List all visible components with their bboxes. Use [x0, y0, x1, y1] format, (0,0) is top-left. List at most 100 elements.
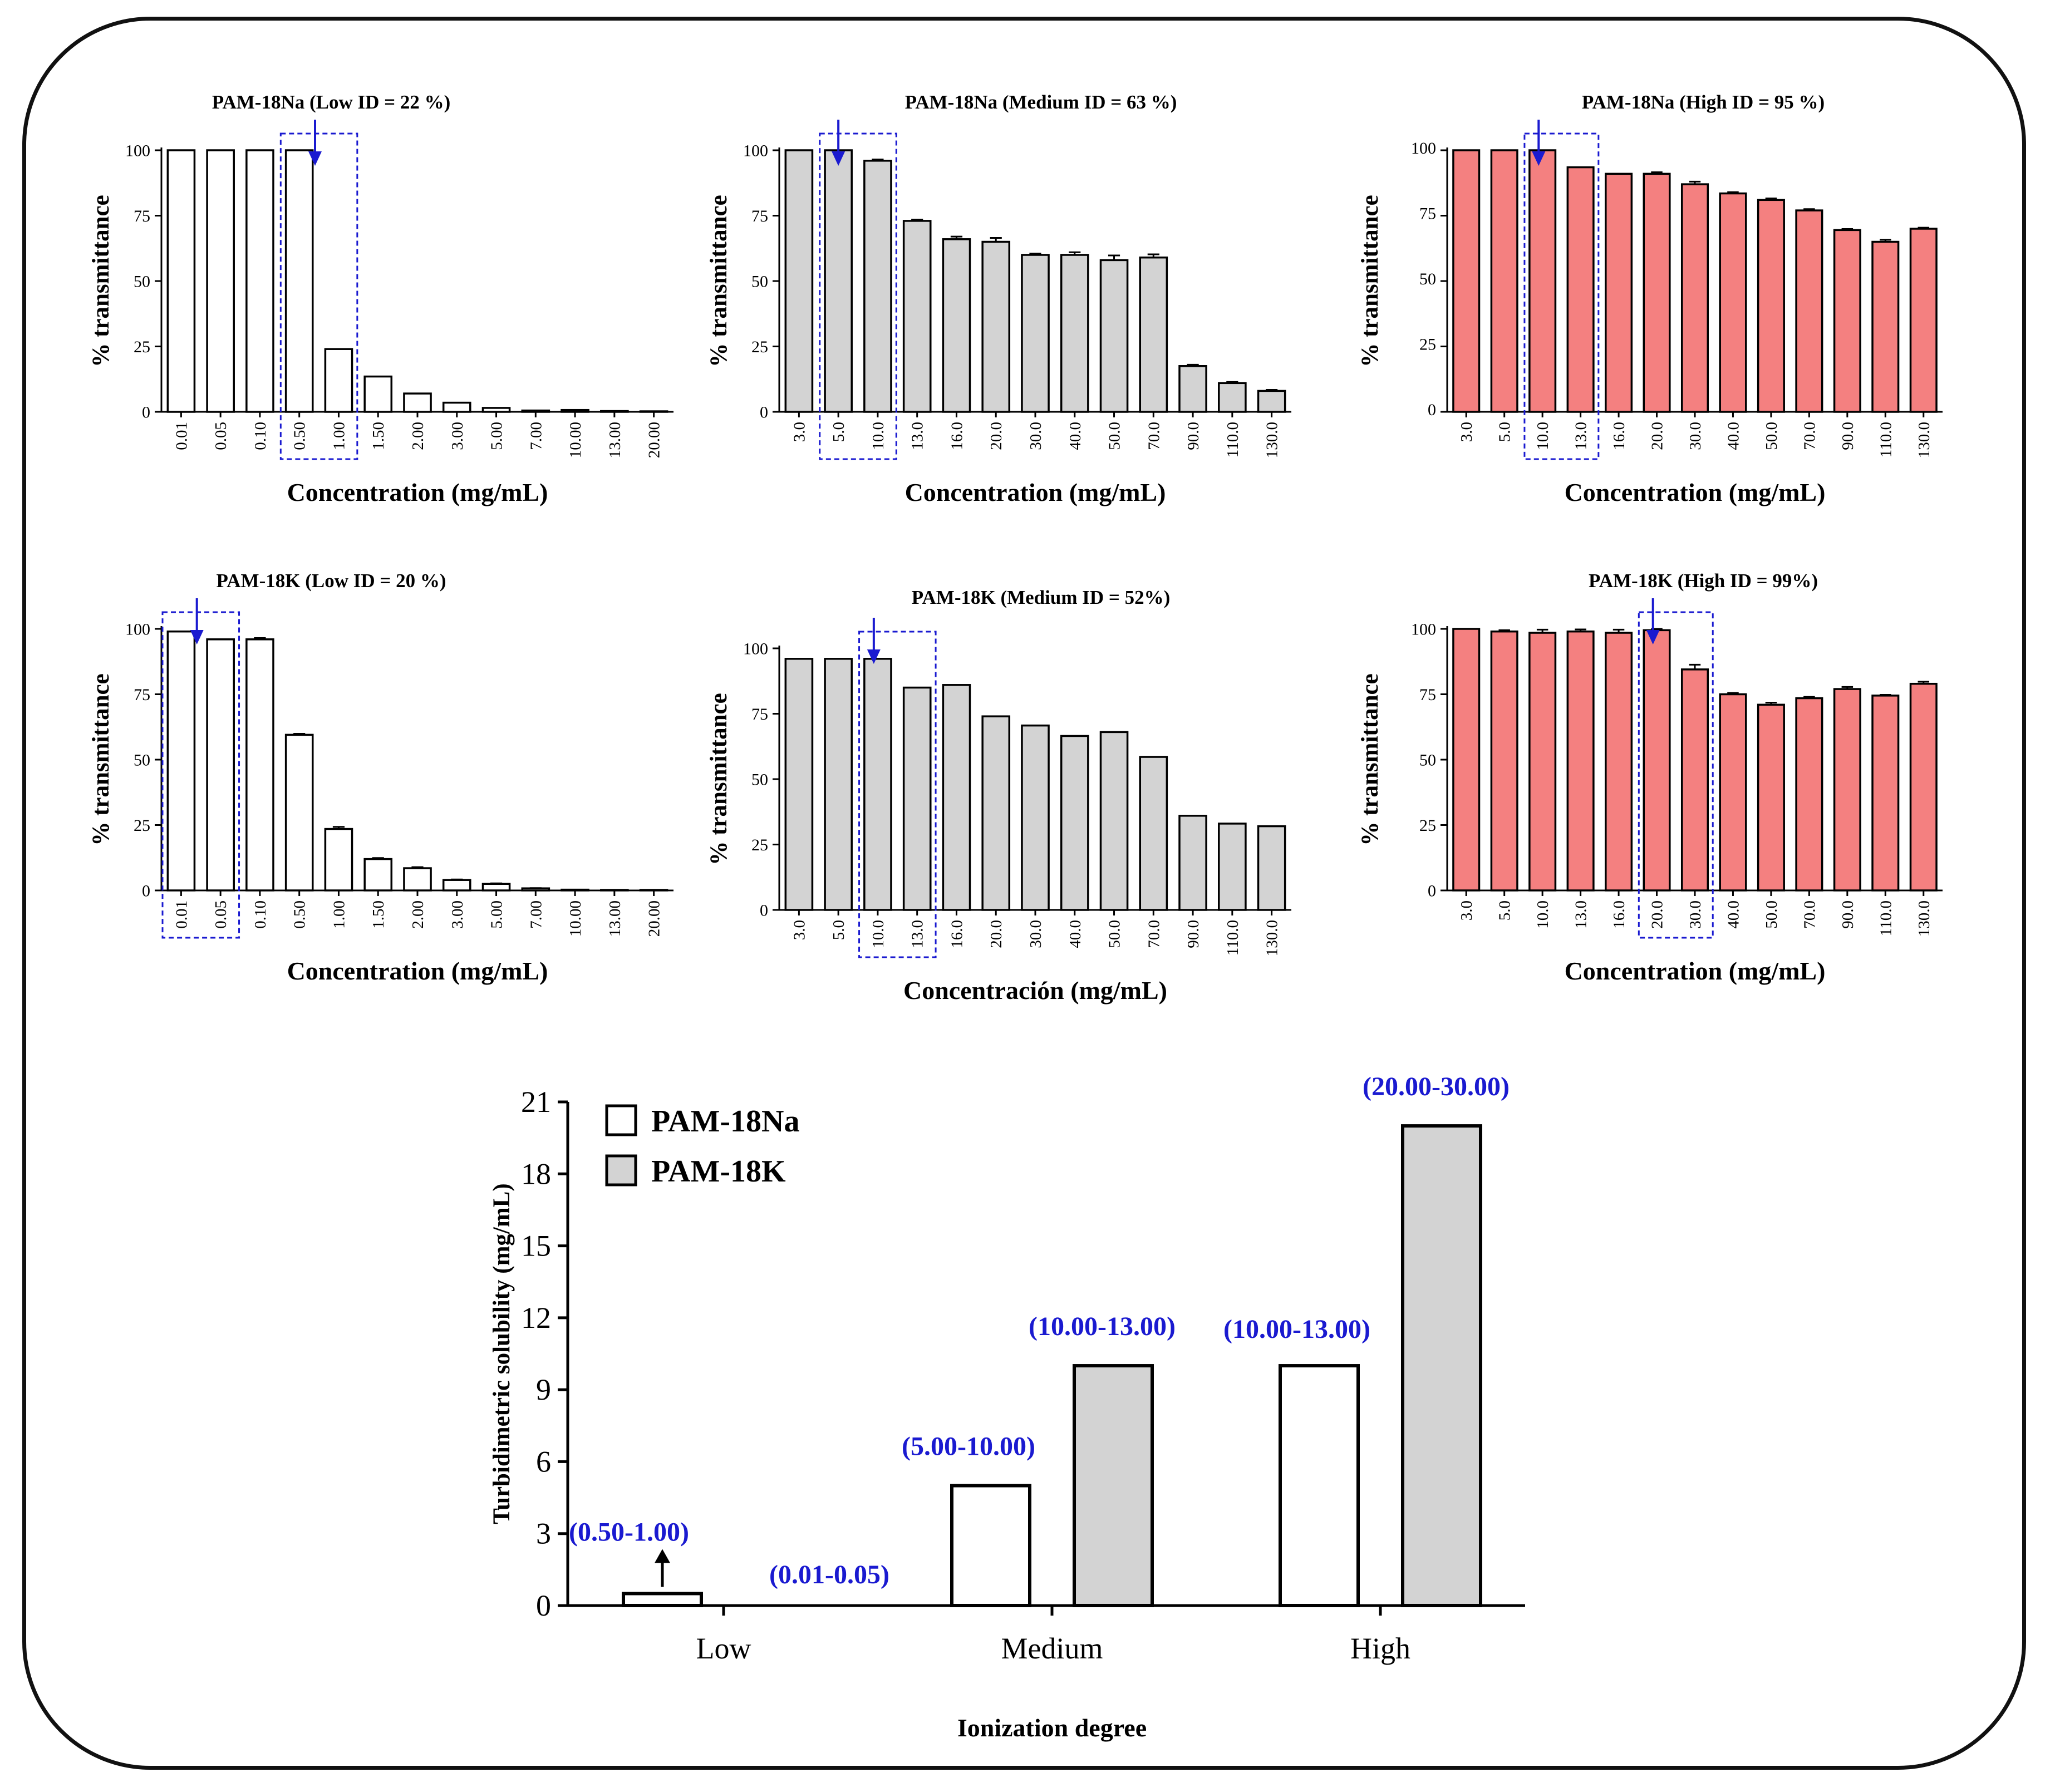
bar — [981, 240, 1011, 413]
x-tick-label: 0.10 — [252, 900, 269, 929]
chart-title: PAM-18K (Low ID = 20 %) — [217, 570, 446, 592]
x-tick-label: 0.05 — [212, 422, 230, 450]
x-tick-label: 0.50 — [291, 422, 309, 450]
bar — [1680, 183, 1709, 413]
x-tick-label: 70.0 — [1145, 422, 1163, 450]
bar — [942, 684, 971, 911]
x-tick-label: 10.0 — [869, 422, 887, 450]
y-tick-label: 100 — [125, 621, 150, 639]
x-tick-label: 1.00 — [330, 900, 348, 929]
bar — [363, 858, 393, 892]
x-tick-label: 3.0 — [1458, 900, 1476, 920]
bar — [1795, 209, 1823, 413]
x-tick-label: 70.0 — [1801, 900, 1818, 929]
bar — [863, 658, 892, 911]
x-axis-label: Concentration (mg/mL) — [287, 478, 548, 506]
x-tick-label: 13.0 — [1572, 422, 1590, 450]
range-annotation: (0.01-0.05) — [769, 1560, 889, 1589]
y-tick-label: 25 — [134, 338, 150, 356]
y-tick-label: 6 — [536, 1445, 551, 1478]
y-tick-label: 25 — [1419, 816, 1436, 835]
legend-label: PAM-18K — [651, 1154, 786, 1189]
bar — [561, 408, 589, 413]
chart-pam18k-high: PAM-18K (High ID = 99%) % transmittance Co… — [1357, 570, 1943, 985]
bar — [863, 160, 892, 413]
bar-pam-18na — [950, 1484, 1031, 1607]
x-tick-label: 16.0 — [1610, 422, 1628, 450]
x-tick-label: 110.0 — [1877, 900, 1895, 936]
y-tick-label: 25 — [751, 338, 768, 356]
x-tick-label: 130.0 — [1264, 422, 1281, 458]
bar — [284, 733, 314, 892]
bar — [403, 867, 432, 892]
bar — [1099, 259, 1129, 413]
bar — [166, 149, 196, 413]
bar — [1833, 688, 1861, 892]
x-tick-label: High — [1350, 1632, 1410, 1665]
bar — [1257, 390, 1286, 413]
range-annotation: (5.00-10.00) — [902, 1432, 1035, 1461]
bar — [1218, 382, 1247, 413]
bar — [206, 638, 235, 892]
x-axis-label: Concentration (mg/mL) — [287, 957, 548, 985]
x-tick-label: 5.0 — [1496, 900, 1514, 920]
y-tick-label: 100 — [743, 640, 768, 658]
y-tick-label: 75 — [1419, 204, 1436, 223]
y-tick-label: 25 — [751, 836, 768, 854]
bar-pam-18k — [1073, 1364, 1154, 1607]
y-tick-label: 50 — [1419, 270, 1436, 288]
bar — [324, 828, 353, 892]
bar — [1605, 173, 1633, 413]
bar — [245, 638, 274, 892]
arrow-head — [190, 630, 204, 644]
bar — [902, 686, 932, 911]
range-annotation: (0.50-1.00) — [569, 1517, 689, 1547]
x-tick-label: 16.0 — [948, 920, 966, 948]
x-tick-label: 3.0 — [790, 920, 808, 940]
bar — [1757, 199, 1785, 413]
arrow-head — [832, 151, 845, 166]
bar — [1909, 682, 1938, 892]
chart-pam18na-high: PAM-18Na (High ID = 95 %) % transmittance… — [1357, 91, 1943, 506]
x-axis-label: Concentration (mg/mL) — [905, 478, 1166, 506]
bar — [1452, 628, 1481, 892]
bar — [1566, 630, 1595, 892]
chart-title: PAM-18K (Medium ID = 52%) — [912, 587, 1171, 608]
x-tick-label: 10.0 — [1534, 900, 1552, 929]
x-tick-label: 90.0 — [1839, 900, 1857, 929]
bar-pam-18na — [1279, 1364, 1360, 1607]
x-tick-label: 20.0 — [987, 920, 1005, 948]
y-tick-label: 0 — [760, 902, 768, 920]
y-tick-label: 18 — [521, 1157, 551, 1190]
y-tick-label: 100 — [1411, 621, 1436, 639]
y-tick-label: 0 — [536, 1589, 551, 1622]
x-axis-label: Concentración (mg/mL) — [903, 976, 1167, 1005]
y-tick-label: 50 — [751, 771, 768, 789]
bar — [1021, 254, 1050, 413]
bar — [1871, 240, 1900, 413]
y-tick-label: 12 — [521, 1301, 551, 1335]
bar — [1605, 632, 1633, 892]
x-tick-label: 10.00 — [567, 422, 584, 458]
x-tick-label: 70.0 — [1145, 920, 1163, 948]
x-tick-label: 40.0 — [1066, 920, 1084, 948]
y-tick-label: 0 — [142, 882, 150, 900]
y-tick-label: 50 — [134, 751, 150, 770]
chart-turbidimetric-solubility: Turbidimetric solubility (mg/mL) Ionizati… — [489, 1072, 1525, 1742]
x-tick-label: Low — [696, 1632, 751, 1665]
legend-swatch — [605, 1154, 637, 1187]
highlight-box — [1638, 611, 1714, 939]
x-tick-label: 30.0 — [1027, 422, 1045, 450]
chart-title: PAM-18Na (Low ID = 22 %) — [212, 91, 451, 113]
bar — [403, 392, 432, 413]
bar — [1528, 632, 1557, 892]
x-tick-label: 1.50 — [370, 900, 387, 929]
x-tick-label: 30.0 — [1027, 920, 1045, 948]
chart-pam18na-low: PAM-18Na (Low ID = 22 %) % transmittance C… — [88, 91, 673, 506]
x-tick-label: 0.01 — [173, 900, 190, 929]
bar — [324, 348, 353, 413]
y-tick-label: 9 — [536, 1373, 551, 1406]
x-tick-label: 0.01 — [173, 422, 190, 450]
x-tick-label: 3.00 — [449, 900, 466, 929]
bar — [206, 149, 235, 413]
